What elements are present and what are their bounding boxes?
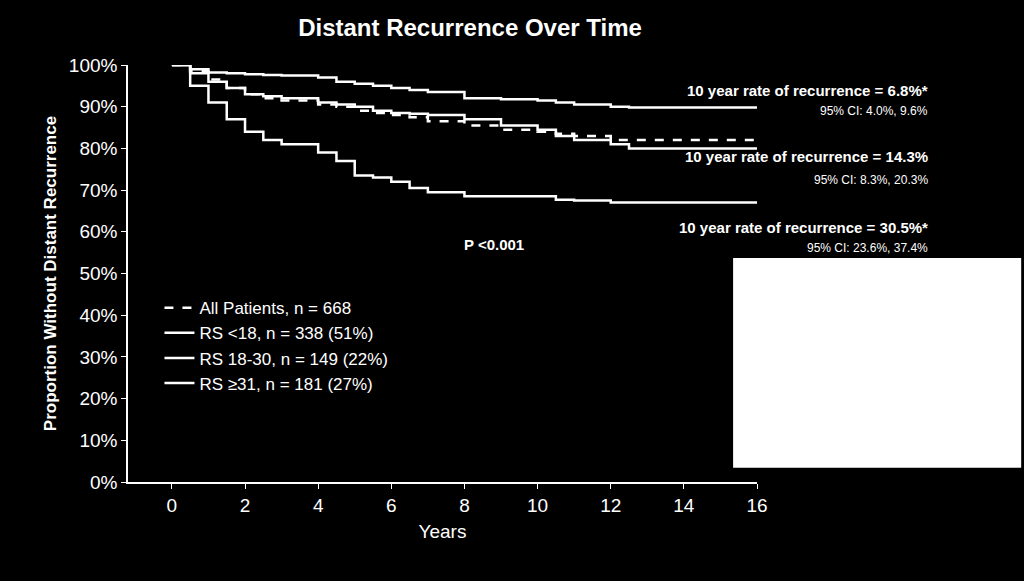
svg-text:100%: 100% [69, 55, 118, 76]
svg-text:10 year rate of recurrence = 6: 10 year rate of recurrence = 6.8%* [687, 82, 928, 99]
svg-text:8: 8 [459, 495, 470, 516]
svg-text:20%: 20% [79, 388, 117, 409]
svg-text:60%: 60% [79, 221, 117, 242]
svg-text:6: 6 [386, 495, 397, 516]
svg-text:2: 2 [240, 495, 251, 516]
svg-text:95% CI: 23.6%, 37.4%: 95% CI: 23.6%, 37.4% [807, 241, 928, 255]
svg-text:Distant Recurrence Over Time: Distant Recurrence Over Time [298, 14, 642, 41]
svg-text:90%: 90% [79, 96, 117, 117]
svg-text:10 year rate of recurrence = 1: 10 year rate of recurrence = 14.3% [685, 148, 928, 165]
svg-text:95% CI: 8.3%, 20.3%: 95% CI: 8.3%, 20.3% [814, 173, 928, 187]
svg-text:4: 4 [313, 495, 324, 516]
svg-text:10: 10 [527, 495, 548, 516]
svg-text:RS 18-30, n = 149 (22%): RS 18-30, n = 149 (22%) [199, 350, 388, 369]
svg-text:All Patients, n = 668: All Patients, n = 668 [199, 299, 351, 318]
svg-text:10%: 10% [79, 430, 117, 451]
svg-text:Proportion Without Distant Rec: Proportion Without Distant Recurrence [41, 116, 60, 431]
svg-text:0: 0 [167, 495, 178, 516]
svg-text:12: 12 [600, 495, 621, 516]
svg-text:0%: 0% [90, 472, 118, 493]
svg-text:50%: 50% [79, 263, 117, 284]
svg-text:95% CI: 4.0%, 9.6%: 95% CI: 4.0%, 9.6% [820, 104, 928, 118]
svg-text:16: 16 [746, 495, 767, 516]
svg-text:14: 14 [673, 495, 695, 516]
svg-text:30%: 30% [79, 347, 117, 368]
svg-text:10 year rate of recurrence = 3: 10 year rate of recurrence = 30.5%* [679, 219, 928, 236]
svg-text:70%: 70% [79, 180, 117, 201]
svg-text:Years: Years [419, 521, 467, 542]
svg-text:80%: 80% [79, 138, 117, 159]
svg-text:P <0.001: P <0.001 [464, 236, 524, 253]
svg-text:RS <18, n = 338 (51%): RS <18, n = 338 (51%) [199, 324, 373, 343]
svg-text:40%: 40% [79, 305, 117, 326]
svg-text:RS ≥31, n = 181 (27%): RS ≥31, n = 181 (27%) [199, 375, 372, 394]
